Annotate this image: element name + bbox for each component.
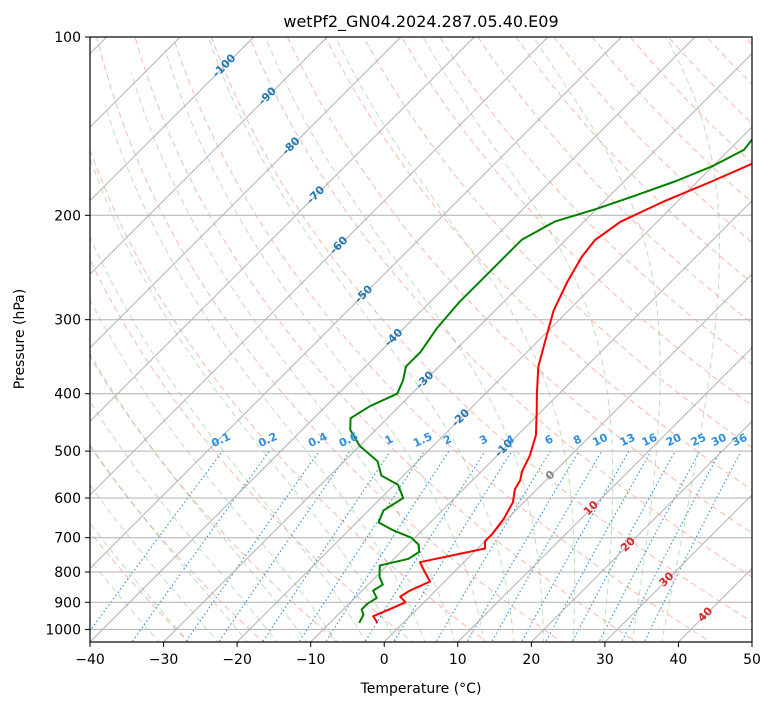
mixing-ratio-line bbox=[298, 450, 425, 642]
mixing-ratio-label: 20 bbox=[664, 431, 684, 449]
moist-adiabat-line bbox=[90, 352, 308, 642]
mixing-ratio-label: 16 bbox=[640, 431, 660, 449]
plot-frame bbox=[89, 36, 753, 643]
pressure-gridlines bbox=[90, 37, 752, 630]
dry-adiabat-line bbox=[439, 37, 752, 365]
isotherm-line bbox=[90, 37, 549, 496]
mixing-ratio-line bbox=[261, 450, 391, 642]
isotherm-line bbox=[310, 199, 752, 642]
moist-adiabat-line bbox=[90, 156, 396, 642]
y-tick-label: 600 bbox=[54, 491, 81, 507]
isotherm-line bbox=[90, 37, 622, 570]
mixing-ratio-line bbox=[90, 450, 223, 632]
x-tick-label: −30 bbox=[149, 652, 179, 668]
mixing-ratio-line bbox=[325, 450, 450, 642]
mixing-ratio-line bbox=[571, 450, 676, 642]
y-tick-label: 300 bbox=[54, 313, 81, 329]
moist-adiabat-line bbox=[104, 104, 426, 642]
mixing-ratio-label: 13 bbox=[618, 431, 637, 449]
dry-adiabat-line bbox=[286, 37, 752, 534]
x-tick-label: 0 bbox=[380, 652, 389, 668]
mixing-ratio-line bbox=[218, 450, 351, 642]
chart-title: wetPf2_GN04.2024.287.05.40.E09 bbox=[283, 12, 558, 32]
x-tick-label: −40 bbox=[75, 652, 105, 668]
dry-adiabat-line bbox=[324, 37, 752, 491]
dry-adiabat-line bbox=[172, 37, 712, 642]
y-tick-label: 1000 bbox=[45, 622, 81, 638]
x-tick-label: 40 bbox=[670, 652, 688, 668]
isotherm-line bbox=[457, 347, 752, 642]
mixing-ratio-line bbox=[620, 450, 721, 642]
dewpoint-line bbox=[349, 138, 752, 624]
isotherm-line bbox=[90, 37, 402, 349]
isotherms bbox=[90, 37, 752, 642]
y-axis-label: Pressure (hPa) bbox=[12, 289, 28, 389]
moist-adiabat-line bbox=[130, 72, 456, 642]
isotherm-line bbox=[90, 37, 696, 642]
x-axis-label: Temperature (°C) bbox=[360, 681, 482, 697]
temperature-line bbox=[372, 162, 752, 624]
mixing-ratio-line bbox=[131, 450, 270, 642]
y-tick-label: 500 bbox=[54, 444, 81, 460]
moist-adiabat-line bbox=[90, 235, 367, 642]
x-tick-label: 10 bbox=[449, 652, 467, 668]
y-tick-label: 800 bbox=[54, 565, 81, 581]
mixing-ratio-line bbox=[598, 450, 701, 642]
mixing-ratio-label: 25 bbox=[689, 431, 708, 449]
isotherm-line bbox=[236, 126, 752, 642]
dry-adiabat-line bbox=[401, 37, 752, 407]
sounding-traces bbox=[349, 138, 752, 624]
dry-adiabat-line bbox=[477, 37, 752, 324]
moist-adiabat-line bbox=[90, 400, 278, 642]
plot-area: -100-90-80-70-60-50-40-30-20-10010203040… bbox=[90, 37, 752, 642]
y-tick-label: 200 bbox=[54, 208, 81, 224]
mixing-ratio-line bbox=[466, 450, 580, 642]
mixing-ratio-line bbox=[393, 450, 513, 642]
x-tick-label: −10 bbox=[296, 652, 326, 668]
x-tick-label: 20 bbox=[522, 652, 540, 668]
moist-adiabat-line bbox=[90, 298, 337, 642]
dry-adiabat-line bbox=[90, 148, 488, 642]
mixing-ratio-line bbox=[184, 450, 320, 642]
y-axis-ticks: 100 200 300 400 500 600 700 800 900 1000 bbox=[45, 30, 90, 638]
mixing-ratio-label: 36 bbox=[730, 431, 750, 449]
x-tick-label: −20 bbox=[222, 652, 252, 668]
y-tick-label: 900 bbox=[54, 595, 81, 611]
y-tick-label: 100 bbox=[54, 30, 81, 46]
mixing-ratio-label: 10 bbox=[591, 431, 611, 449]
isotherm-line bbox=[163, 52, 752, 642]
x-tick-label: 30 bbox=[596, 652, 614, 668]
dry-adiabat-line bbox=[363, 37, 752, 449]
x-axis-ticks: −40 −30 −20 −10 0 10 20 30 40 50 bbox=[75, 642, 761, 668]
dry-adiabat-line bbox=[248, 37, 752, 578]
y-tick-label: 700 bbox=[54, 531, 81, 547]
x-tick-label: 50 bbox=[743, 652, 761, 668]
y-tick-label: 400 bbox=[54, 387, 81, 403]
isotherm-line bbox=[90, 37, 255, 202]
isotherm-line bbox=[90, 37, 328, 275]
isotherm-line bbox=[90, 37, 475, 423]
isotherm-line bbox=[530, 420, 752, 642]
isotherm-line bbox=[604, 494, 752, 642]
mixing-ratio-label: 30 bbox=[709, 431, 729, 449]
